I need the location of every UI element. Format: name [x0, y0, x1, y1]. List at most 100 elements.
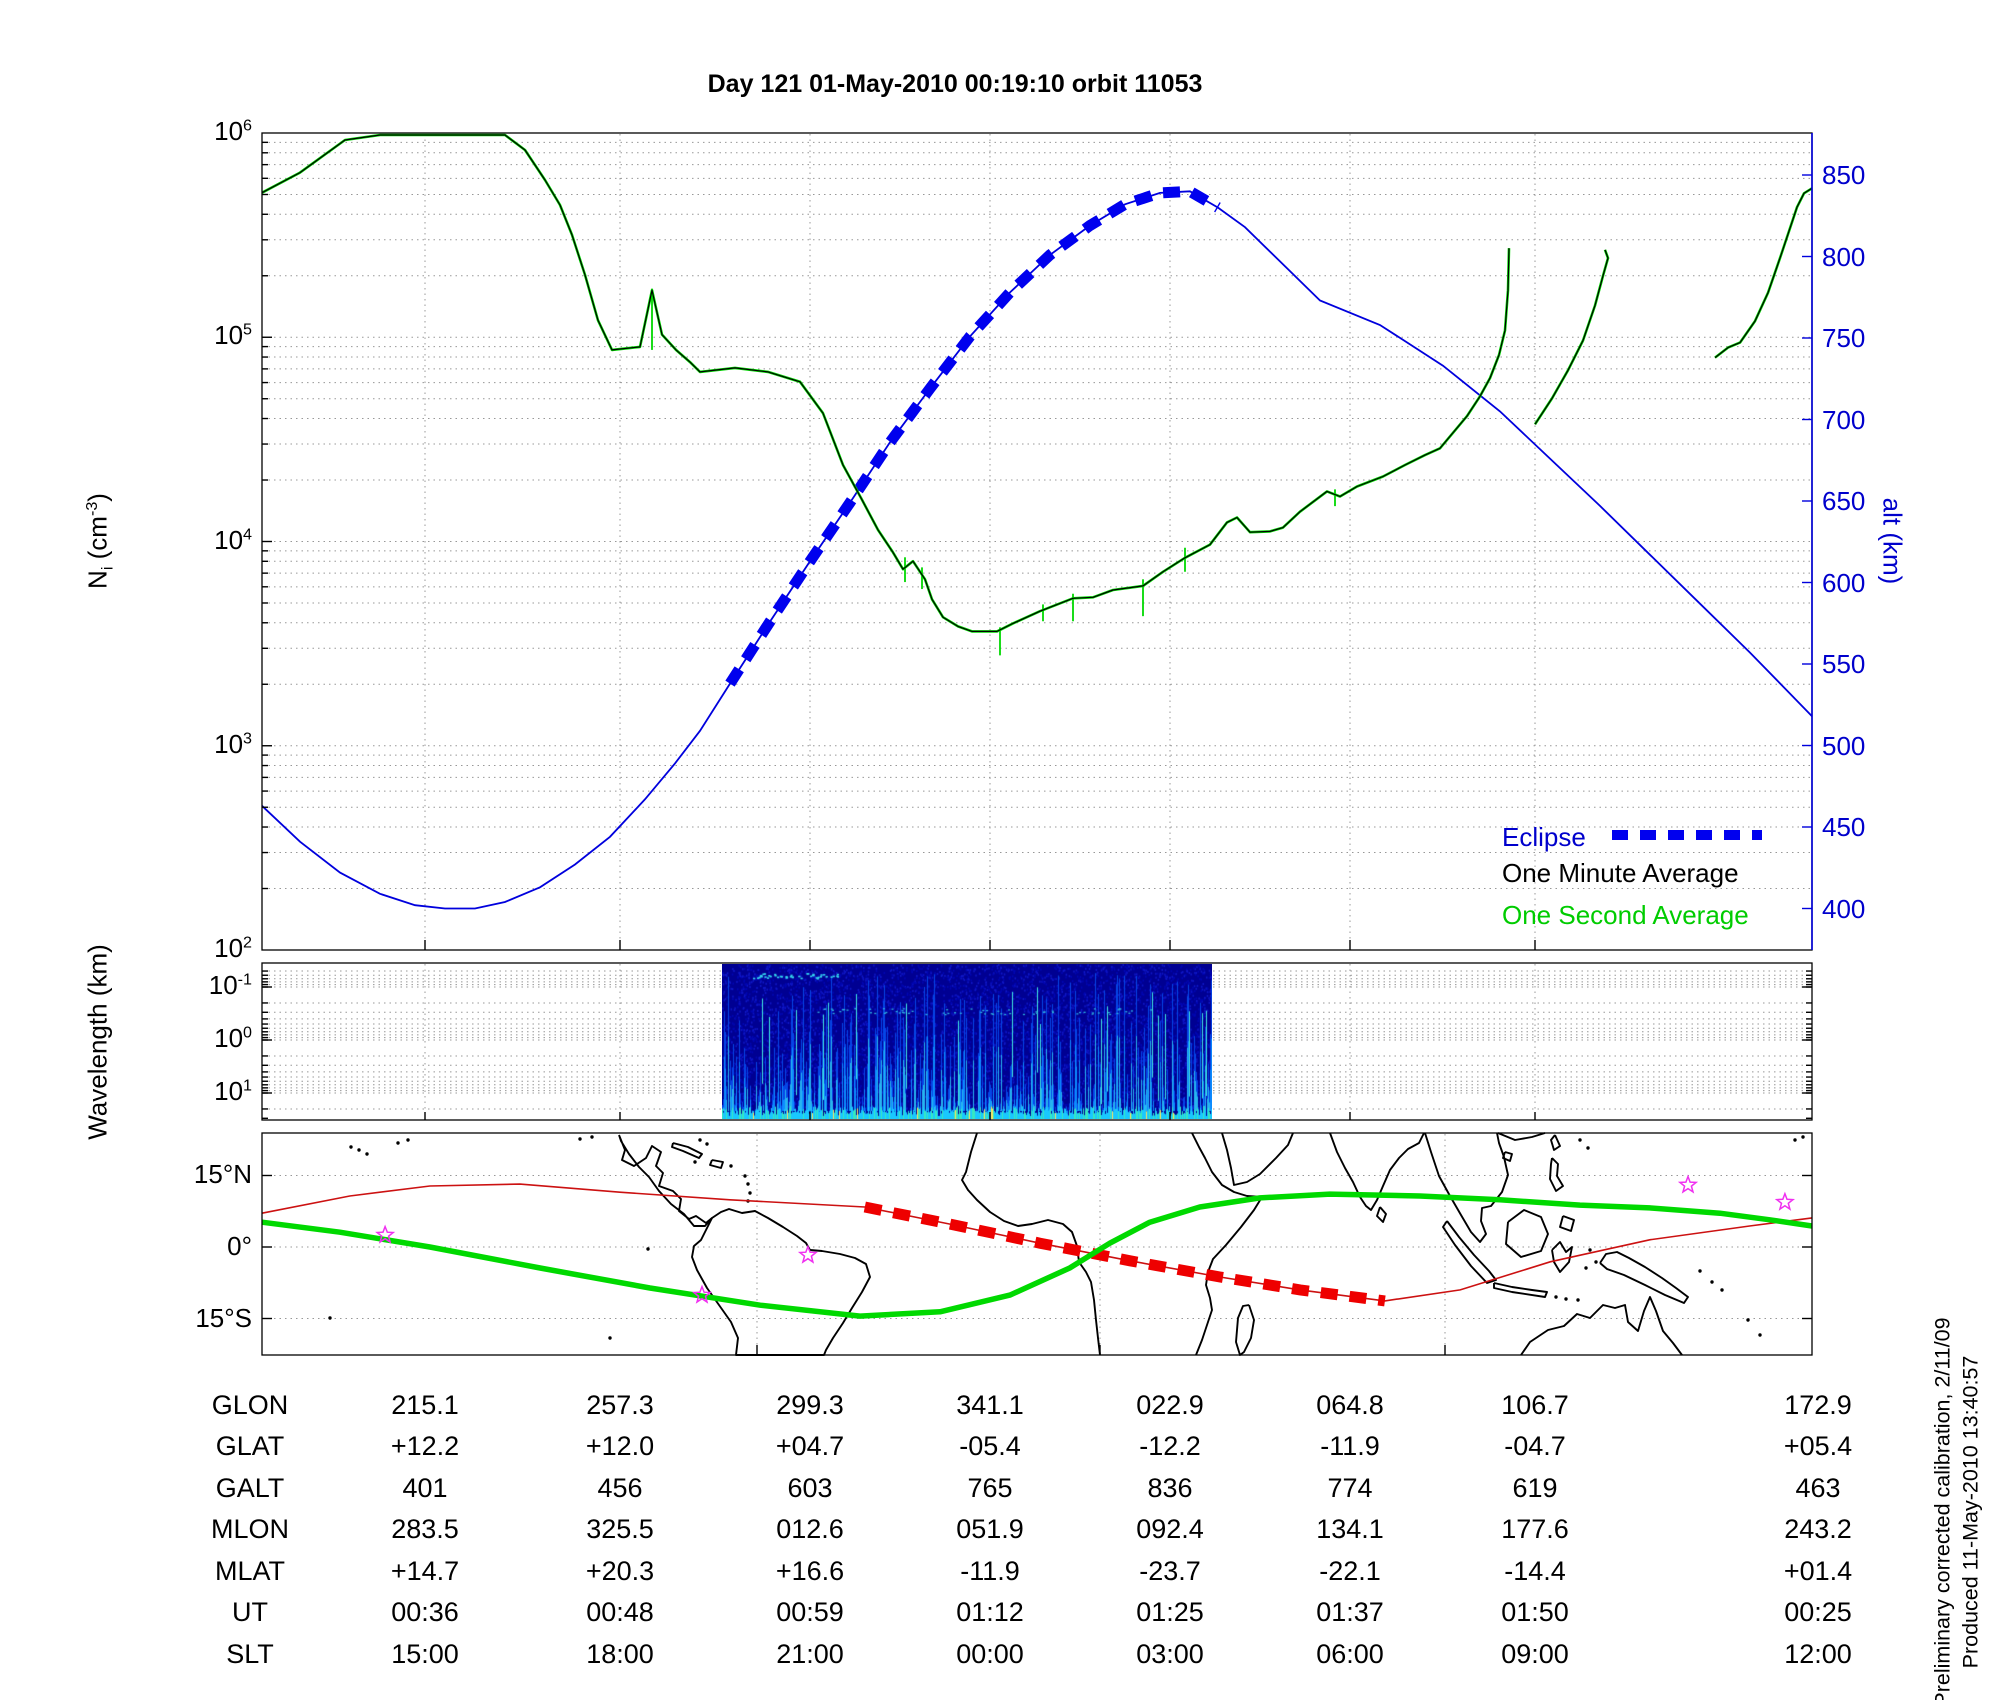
figure-title: Day 121 01-May-2010 00:19:10 orbit 11053: [707, 70, 1203, 98]
map-lat-tick-label: 15°N: [193, 1159, 252, 1190]
table-cell-ut-3: 00:59: [776, 1597, 844, 1627]
table-row-label: GALT: [215, 1473, 285, 1503]
ground-station-star: [691, 1284, 713, 1304]
coastline: [1221, 1132, 1294, 1186]
density-tick-label: 106: [214, 116, 252, 146]
island-dot: [1584, 1266, 1588, 1270]
table-cell-galt-2: 456: [597, 1473, 643, 1503]
table-cell-mlon-3: 012.6: [776, 1514, 844, 1544]
island-dot: [705, 1142, 709, 1146]
density-tick-label: 104: [214, 524, 252, 555]
one-second-average-curve: [261, 133, 1511, 633]
table-cell-glat-3: +04.7: [775, 1431, 845, 1461]
wavelength-tick-label: 10-1: [208, 970, 252, 1000]
table-cell-mlat-2: +20.3: [585, 1556, 655, 1586]
table-cell-ut-1: 00:36: [391, 1597, 459, 1627]
table-cell-mlat-7: -14.4: [1504, 1556, 1566, 1586]
island-dot: [743, 1174, 747, 1178]
island-dot: [328, 1316, 332, 1320]
table-cell-ut-2: 00:48: [586, 1597, 654, 1627]
table-cell-glat-1: +12.2: [390, 1431, 460, 1461]
altitude-tick-label: 550: [1822, 649, 1866, 679]
coastline: [1520, 1296, 1683, 1356]
table-cell-glon-7: 106.7: [1501, 1390, 1569, 1420]
island-dot: [646, 1247, 650, 1251]
island-dot: [608, 1336, 612, 1340]
coastline: [709, 1159, 724, 1169]
coastline: [1599, 1251, 1689, 1304]
ground-station-star: [375, 1224, 396, 1244]
coastline: [1559, 1215, 1575, 1232]
table-cell-slt-6: 06:00: [1316, 1639, 1384, 1669]
table-cell-ut-5: 01:25: [1136, 1597, 1204, 1627]
island-dot: [1720, 1288, 1724, 1292]
one-second-average-curve: [1714, 187, 1813, 359]
table-cell-mlat-6: -22.1: [1319, 1556, 1381, 1586]
map-lat-tick-label: 15°S: [195, 1302, 252, 1333]
coastline: [1493, 1282, 1548, 1298]
table-cell-glat-2: +12.0: [585, 1431, 655, 1461]
coastline: [671, 1142, 703, 1159]
island-dot: [1594, 1260, 1598, 1264]
calibration-note: Preliminary corrected calibration, 2/11/…: [1930, 1317, 1955, 1700]
island-dot: [406, 1138, 410, 1142]
eclipse-dashed-curve: [725, 185, 1221, 687]
legend-one-minute-label: One Minute Average: [1502, 858, 1739, 888]
table-cell-galt-6: 774: [1327, 1473, 1373, 1503]
table-cell-glon-6: 064.8: [1316, 1390, 1384, 1420]
table-cell-mlon-6: 134.1: [1316, 1514, 1384, 1544]
table-row-label: GLON: [211, 1390, 289, 1420]
wavelength-tick-label: 101: [214, 1076, 252, 1106]
density-axis-label: Ni (cm-3): [82, 493, 117, 589]
island-dot: [1801, 1135, 1805, 1139]
produced-note: Produced 11-May-2010 13:40:57: [1958, 1355, 1983, 1669]
legend-one-second-label: One Second Average: [1502, 900, 1749, 930]
island-dot: [1793, 1138, 1797, 1142]
coastline: [1505, 1209, 1549, 1258]
table-cell-glat-7: -04.7: [1504, 1431, 1566, 1461]
table-cell-glat-8: +05.4: [1783, 1431, 1853, 1461]
island-dot: [1564, 1297, 1568, 1301]
coastline: [1551, 1241, 1573, 1273]
table-cell-galt-8: 463: [1795, 1473, 1841, 1503]
coastline: [1502, 1151, 1513, 1162]
table-cell-glon-4: 341.1: [956, 1390, 1024, 1420]
coastline: [1235, 1304, 1255, 1356]
table-cell-mlon-7: 177.6: [1501, 1514, 1569, 1544]
wavelength-tick-label: 100: [214, 1023, 252, 1053]
table-cell-glon-5: 022.9: [1136, 1390, 1204, 1420]
eclipse-track-dashed-red: [863, 1201, 1386, 1307]
table-cell-slt-2: 18:00: [586, 1639, 654, 1669]
spectrogram-image: [722, 964, 1212, 1119]
legend-eclipse-label: Eclipse: [1502, 822, 1586, 852]
table-cell-mlat-8: +01.4: [1783, 1556, 1853, 1586]
island-dot: [1698, 1269, 1702, 1273]
altitude-tick-label: 750: [1822, 323, 1866, 353]
altitude-tick-label: 500: [1822, 730, 1866, 761]
table-cell-slt-4: 00:00: [956, 1639, 1024, 1669]
table-cell-slt-3: 21:00: [776, 1639, 844, 1669]
panel-border: [261, 1132, 1813, 1356]
table-cell-mlon-2: 325.5: [586, 1514, 654, 1544]
table-cell-ut-7: 01:50: [1501, 1597, 1569, 1627]
table-cell-mlon-1: 283.5: [391, 1514, 459, 1544]
table-cell-ut-4: 01:12: [956, 1597, 1024, 1627]
one-minute-average-curve: [261, 134, 1510, 633]
island-dot: [1586, 1146, 1590, 1150]
table-cell-mlat-5: -23.7: [1139, 1556, 1201, 1586]
island-dot: [590, 1135, 594, 1139]
island-dot: [1710, 1280, 1714, 1284]
island-dot: [748, 1191, 752, 1195]
coastline: [1550, 1134, 1561, 1151]
table-cell-glat-4: -05.4: [959, 1431, 1021, 1461]
table-cell-mlon-4: 051.9: [956, 1514, 1024, 1544]
island-dot: [349, 1145, 353, 1149]
table-cell-slt-8: 12:00: [1784, 1639, 1852, 1669]
island-dot: [1578, 1138, 1582, 1142]
island-dot: [1576, 1298, 1580, 1302]
density-tick-label: 102: [214, 933, 252, 963]
island-dot: [1588, 1248, 1592, 1252]
coastline: [1424, 1132, 1509, 1243]
island-dot: [365, 1152, 369, 1156]
